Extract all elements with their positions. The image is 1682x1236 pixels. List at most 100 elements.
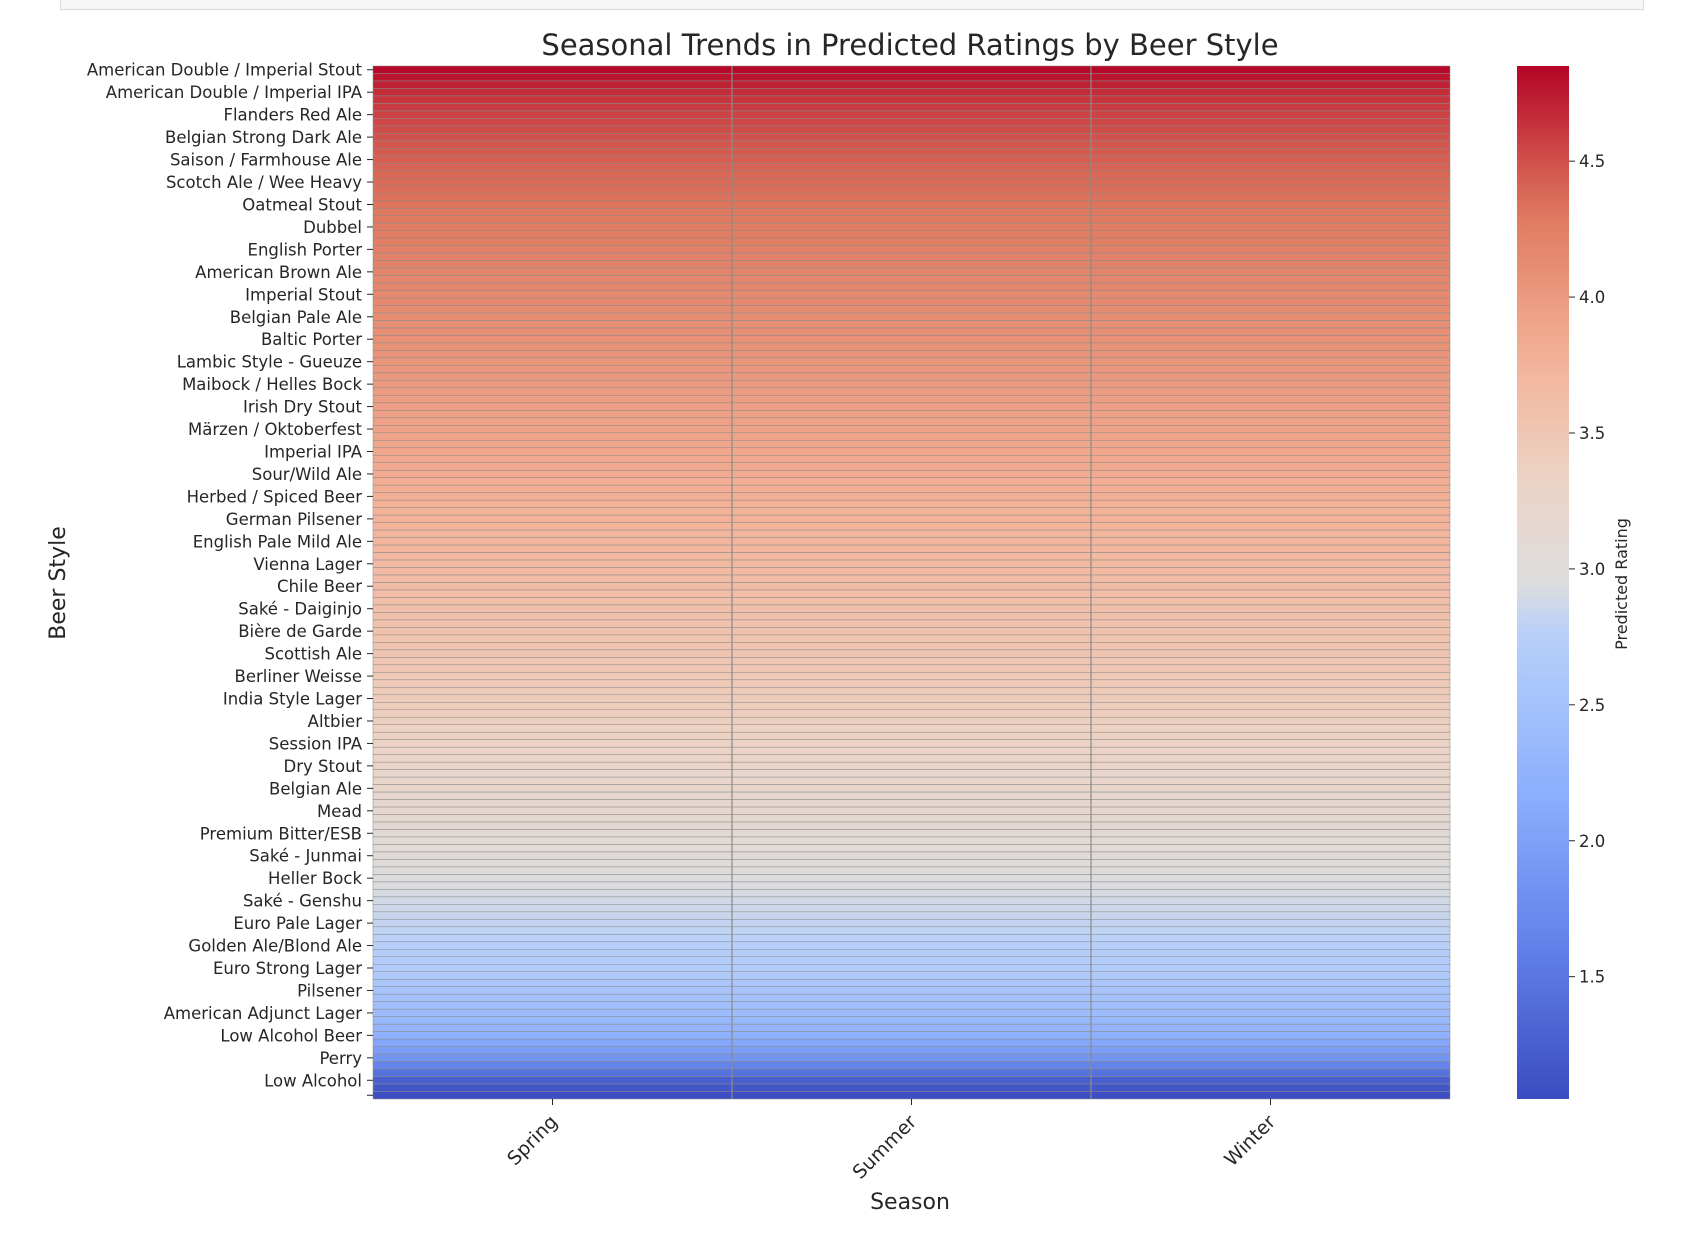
heatmap-cell (372, 95, 733, 104)
heatmap-cell (372, 702, 733, 711)
heatmap-cell (1090, 679, 1451, 688)
heatmap-cell (372, 709, 733, 718)
heatmap-cell (372, 402, 733, 411)
heatmap-cell (731, 1031, 1092, 1040)
heatmap-cell (731, 634, 1092, 643)
heatmap-cell (731, 642, 1092, 651)
heatmap-cell (731, 462, 1092, 471)
heatmap-cell (1090, 365, 1451, 374)
heatmap-cell (372, 387, 733, 396)
heatmap-cell (731, 1091, 1092, 1100)
heatmap-cell (1090, 125, 1451, 134)
heatmap-cell (372, 312, 733, 321)
heatmap-cell (372, 440, 733, 449)
heatmap-cell (1090, 499, 1451, 508)
heatmap-cell (731, 410, 1092, 419)
heatmap-cell (1090, 1068, 1451, 1077)
heatmap-cell (1090, 1083, 1451, 1092)
heatmap-cell (1090, 761, 1451, 770)
heatmap-cell (372, 724, 733, 733)
heatmap-cell (1090, 754, 1451, 763)
heatmap-cell (1090, 799, 1451, 808)
heatmap-cell (372, 799, 733, 808)
heatmap-cell (372, 492, 733, 501)
heatmap-cell (372, 342, 733, 351)
y-tick-label: Session IPA (269, 734, 363, 753)
y-tick-label: Vienna Lager (253, 555, 362, 574)
heatmap-cell (1090, 964, 1451, 972)
heatmap-cell (1090, 694, 1451, 703)
y-ticks: American Double / Imperial Stout American… (87, 61, 373, 1096)
heatmap-cell (1090, 926, 1451, 935)
heatmap-cell (731, 492, 1092, 501)
heatmap-cell (372, 604, 733, 613)
y-tick-label: Bière de Garde (238, 622, 362, 641)
y-tick-label: Saison / Farmhouse Ale (170, 151, 362, 170)
chart-title: Seasonal Trends in Predicted Ratings by … (541, 28, 1278, 62)
heatmap-cell (731, 1076, 1092, 1085)
heatmap-cell (1090, 80, 1451, 89)
heatmap-cell (1090, 469, 1451, 478)
heatmap-cell (1090, 956, 1451, 965)
heatmap-cell (1090, 769, 1451, 778)
heatmap-cell (372, 290, 733, 299)
y-tick-label: Premium Bitter/ESB (200, 824, 362, 843)
heatmap-cell (1090, 657, 1451, 666)
heatmap-cell (1090, 245, 1451, 254)
heatmap-cell (1090, 941, 1451, 950)
heatmap-cell (731, 559, 1092, 568)
heatmap-cell (1090, 1031, 1451, 1040)
heatmap-cell (372, 544, 733, 553)
y-tick-label: Oatmeal Stout (242, 195, 362, 214)
heatmap-cell (731, 193, 1092, 201)
heatmap-cell (372, 612, 733, 621)
heatmap-cell (731, 350, 1092, 359)
heatmap-cell (372, 1001, 733, 1010)
colorbar: 1.5 2.0 2.5 3.0 3.5 4.0 4.5 (1517, 66, 1605, 1099)
heatmap-cell (731, 806, 1092, 815)
heatmap-cell (1090, 746, 1451, 755)
heatmap-cell (1090, 327, 1451, 336)
colorbar-label: Predicted Rating (1612, 518, 1631, 650)
heatmap-cell (1090, 911, 1451, 920)
heatmap-cell (1090, 544, 1451, 553)
heatmap-cell (1090, 335, 1451, 344)
heatmap-cell (372, 814, 733, 823)
heatmap-cell (731, 514, 1092, 523)
heatmap-cell (372, 776, 733, 785)
heatmap-cell (1090, 776, 1451, 785)
heatmap-cell (731, 776, 1092, 785)
heatmap-cell (731, 799, 1092, 808)
heatmap-cell (1090, 350, 1451, 359)
heatmap-cell (1090, 672, 1451, 681)
heatmap-cell (731, 297, 1092, 306)
heatmap-cell (1090, 155, 1451, 164)
heatmap-cell (372, 395, 733, 404)
heatmap-cell (372, 507, 733, 516)
heatmap-cell (731, 1016, 1092, 1025)
heatmap-cell (372, 469, 733, 478)
heatmap-cell (372, 559, 733, 568)
heatmap-cell (372, 904, 733, 913)
heatmap-cell (731, 163, 1092, 172)
heatmap-cell (1090, 215, 1451, 224)
y-tick-label: American Double / Imperial IPA (106, 83, 363, 102)
heatmap-cell (731, 507, 1092, 516)
heatmap-cell (372, 1031, 733, 1040)
heatmap-cell (372, 971, 733, 980)
heatmap-cell (731, 275, 1092, 284)
heatmap-cell (1090, 65, 1451, 74)
heatmap-cell (1090, 896, 1451, 905)
heatmap-cell (372, 282, 733, 291)
y-tick-label: Scottish Ale (265, 645, 363, 664)
heatmap-cell (731, 761, 1092, 770)
y-tick-label: Altbier (308, 712, 363, 731)
heatmap-cell (1090, 163, 1451, 172)
heatmap-cell (1090, 402, 1451, 411)
y-tick-label: Euro Strong Lager (213, 959, 362, 978)
top-panel-edge (60, 0, 1644, 10)
heatmap-cell (1090, 904, 1451, 913)
y-tick-label: Imperial Stout (245, 285, 362, 304)
heatmap-cell (372, 88, 733, 97)
heatmap-cell (372, 986, 733, 995)
